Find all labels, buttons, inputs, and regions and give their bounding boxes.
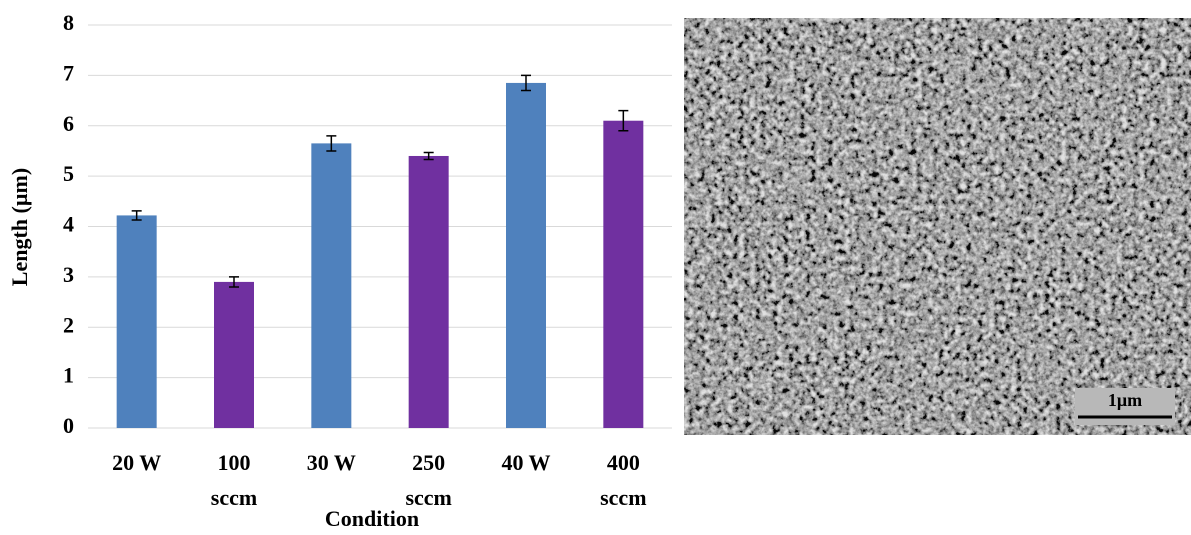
bar: [408, 155, 449, 428]
bar: [116, 215, 157, 428]
error-bar: [229, 276, 239, 288]
scale-bar-box: [1075, 388, 1175, 425]
sem-image: [684, 18, 1191, 435]
y-tick-label: 4: [63, 212, 74, 237]
x-tick-label: 40 W: [501, 450, 551, 475]
y-tick-label: 2: [63, 312, 74, 337]
x-tick-label: 100 sccm: [210, 450, 258, 510]
y-tick-label: 1: [63, 363, 74, 388]
error-bar: [326, 135, 337, 152]
y-tick-label: 5: [63, 161, 74, 186]
scale-bar-label: 1μm: [1108, 390, 1142, 410]
x-axis-label: Condition: [325, 506, 419, 531]
y-tick-label: 6: [63, 111, 74, 136]
bar: [311, 143, 352, 428]
error-bar: [521, 74, 531, 92]
bar: [603, 120, 644, 429]
error-bar: [423, 151, 434, 161]
y-tick-label: 7: [63, 60, 74, 85]
x-tick-label: 20 W: [112, 450, 162, 475]
y-axis-label: Length (µm): [7, 168, 32, 286]
x-tick-label: 250 sccm: [405, 450, 452, 510]
bar: [506, 82, 546, 429]
y-tick-label: 3: [63, 262, 74, 287]
error-bar: [131, 210, 142, 221]
x-tick-label: 30 W: [306, 450, 356, 475]
bar: [214, 281, 254, 428]
y-tick-label: 0: [63, 413, 74, 438]
error-bar: [618, 109, 629, 132]
x-tick-label: 400 sccm: [600, 450, 647, 510]
y-tick-label: 8: [63, 10, 74, 35]
